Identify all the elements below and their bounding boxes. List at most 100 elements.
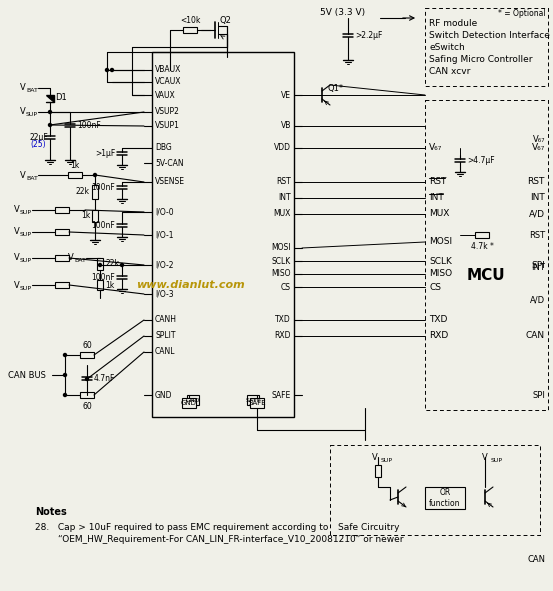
- Circle shape: [64, 394, 66, 397]
- Bar: [55, 282, 69, 288]
- Bar: [80, 392, 94, 398]
- Text: CANH: CANH: [155, 316, 177, 324]
- Bar: [187, 395, 199, 405]
- Text: RXD: RXD: [429, 332, 448, 340]
- Text: MUX: MUX: [274, 209, 291, 219]
- Text: BAT: BAT: [26, 176, 38, 180]
- Text: >1μF: >1μF: [95, 149, 115, 158]
- Bar: [97, 280, 103, 290]
- Text: MOSI: MOSI: [272, 243, 291, 252]
- Bar: [55, 229, 69, 235]
- Text: TXD: TXD: [275, 316, 291, 324]
- Text: MCU: MCU: [467, 268, 505, 282]
- Bar: [55, 207, 69, 213]
- Text: V: V: [14, 206, 20, 215]
- Text: BAT: BAT: [74, 258, 86, 264]
- Text: RF module: RF module: [429, 20, 477, 28]
- Text: RST: RST: [429, 177, 446, 187]
- Text: MISO: MISO: [429, 269, 452, 278]
- Text: VSENSE: VSENSE: [155, 177, 185, 187]
- Text: SUP: SUP: [20, 258, 32, 264]
- Circle shape: [111, 69, 113, 72]
- Bar: [80, 352, 94, 358]
- Text: RXD: RXD: [274, 332, 291, 340]
- Text: 22k: 22k: [76, 187, 90, 196]
- Text: 4.7nF: 4.7nF: [94, 374, 116, 383]
- Text: 1k: 1k: [81, 212, 90, 220]
- Text: * = Optional: * = Optional: [498, 8, 546, 18]
- Bar: [247, 395, 259, 405]
- Text: 1k: 1k: [105, 281, 114, 290]
- Text: V: V: [68, 254, 74, 262]
- Bar: [152, 52, 294, 417]
- Circle shape: [106, 69, 108, 72]
- Text: SUP: SUP: [20, 232, 32, 238]
- Text: CANL: CANL: [155, 348, 175, 356]
- Text: V: V: [20, 83, 26, 93]
- Text: >4.7μF: >4.7μF: [467, 156, 494, 165]
- Text: 60: 60: [82, 341, 92, 350]
- Text: SPI: SPI: [532, 391, 545, 401]
- Text: VAUX: VAUX: [155, 90, 176, 99]
- Text: VDD: VDD: [274, 144, 291, 152]
- Text: SCLK: SCLK: [272, 256, 291, 265]
- Text: INT: INT: [531, 264, 545, 272]
- Text: D1: D1: [55, 93, 67, 102]
- Circle shape: [93, 174, 97, 177]
- Text: INT: INT: [278, 193, 291, 203]
- Text: 100nF: 100nF: [91, 183, 115, 192]
- Circle shape: [121, 264, 123, 267]
- Text: Switch Detection Interface: Switch Detection Interface: [429, 31, 550, 41]
- Text: SUP: SUP: [20, 285, 32, 291]
- Text: MOSI: MOSI: [429, 238, 452, 246]
- Text: VE: VE: [281, 90, 291, 99]
- Text: SCLK: SCLK: [429, 256, 452, 265]
- Text: DBG: DBG: [155, 144, 172, 152]
- Text: VSUP1: VSUP1: [155, 122, 180, 131]
- Text: www.dianlut.com: www.dianlut.com: [135, 280, 244, 290]
- Text: INT: INT: [530, 193, 545, 203]
- Text: SUP: SUP: [20, 210, 32, 216]
- Text: 100nF: 100nF: [77, 121, 101, 130]
- Text: V: V: [372, 453, 378, 462]
- Text: RST: RST: [528, 177, 545, 187]
- Text: OR
function: OR function: [429, 488, 461, 508]
- Text: 22μF: 22μF: [30, 134, 49, 142]
- Text: RST: RST: [276, 177, 291, 187]
- Text: (25): (25): [30, 141, 46, 150]
- Circle shape: [49, 111, 51, 113]
- Text: SPI: SPI: [531, 261, 545, 269]
- Bar: [55, 255, 69, 261]
- Text: 60: 60: [82, 402, 92, 411]
- Bar: [97, 258, 103, 270]
- Bar: [425, 100, 548, 410]
- Bar: [182, 398, 196, 408]
- Text: V: V: [14, 281, 20, 290]
- Circle shape: [98, 264, 102, 267]
- Text: Safing Micro Controller: Safing Micro Controller: [429, 56, 533, 64]
- Text: V: V: [14, 228, 20, 236]
- Text: 5V (3.3 V): 5V (3.3 V): [320, 8, 365, 17]
- Circle shape: [86, 378, 88, 381]
- Text: TXD: TXD: [429, 316, 447, 324]
- Text: VSUP2: VSUP2: [155, 108, 180, 116]
- Bar: [330, 445, 540, 535]
- Text: V: V: [482, 453, 488, 462]
- Text: 100nF: 100nF: [91, 273, 115, 282]
- Circle shape: [64, 353, 66, 356]
- Text: A/D: A/D: [529, 209, 545, 219]
- Text: SPLIT: SPLIT: [155, 332, 175, 340]
- Bar: [92, 185, 98, 199]
- Text: 5V-CAN: 5V-CAN: [155, 158, 184, 167]
- Circle shape: [49, 124, 51, 126]
- Circle shape: [64, 374, 66, 376]
- Text: I/O-1: I/O-1: [155, 230, 174, 239]
- Text: CAN BUS: CAN BUS: [8, 371, 46, 379]
- Text: I/O-3: I/O-3: [155, 290, 174, 298]
- Bar: [475, 232, 489, 238]
- Text: V: V: [20, 108, 26, 116]
- Text: RST: RST: [529, 232, 545, 241]
- Text: VCAUX: VCAUX: [155, 77, 181, 86]
- Text: Safe Circuitry: Safe Circuitry: [338, 522, 399, 531]
- Text: 4.7k *: 4.7k *: [471, 242, 493, 251]
